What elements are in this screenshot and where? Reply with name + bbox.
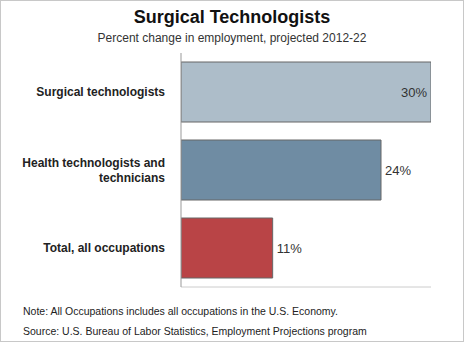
html-text:Surgical Technologists: Surgical Technologists xyxy=(133,7,331,27)
html-text:Note: All Occupations includes: Note: All Occupations includes all occup… xyxy=(23,305,338,317)
svg-text:Surgical technologists: Surgical technologists xyxy=(36,85,165,99)
svg-text:24%: 24% xyxy=(385,163,411,178)
svg-text:Total, all occupations: Total, all occupations xyxy=(43,241,165,255)
svg-text:Health technologists andtechni: Health technologists andtechnicians xyxy=(22,156,165,185)
html-text:Percent change in employment,: Percent change in employment, projected … xyxy=(97,31,367,45)
svg-text:11%: 11% xyxy=(277,241,302,256)
html-text:Source: U.S. Bureau of Labor S: Source: U.S. Bureau of Labor Statistics,… xyxy=(23,325,367,337)
svg-text:30%: 30% xyxy=(401,85,427,100)
